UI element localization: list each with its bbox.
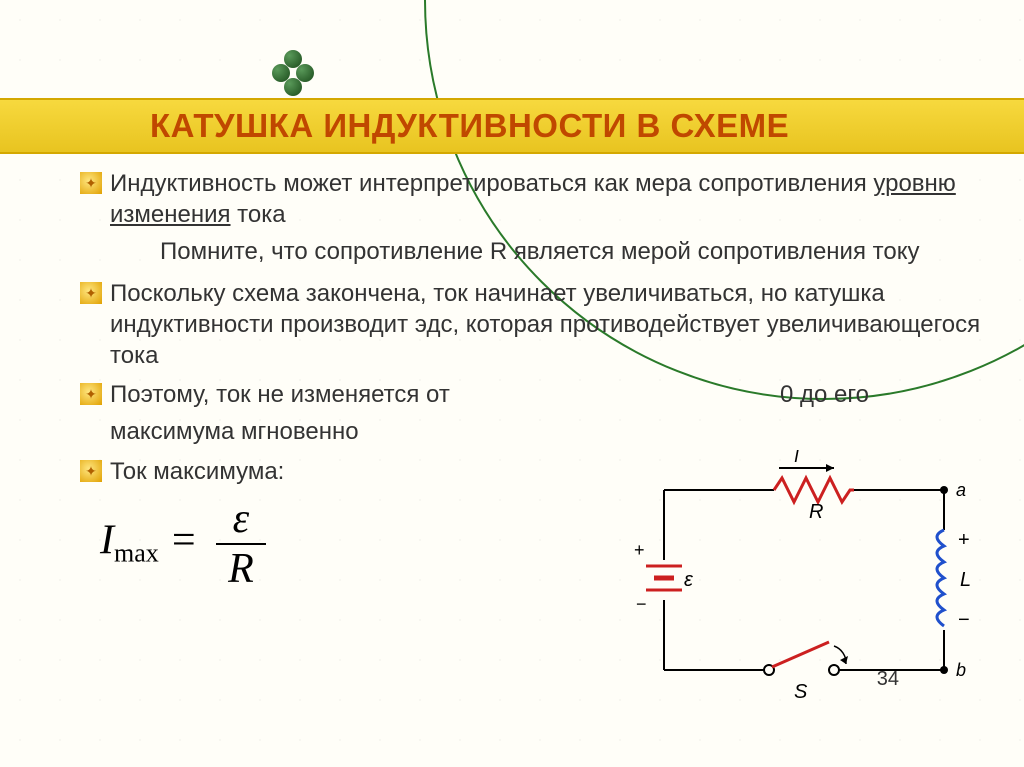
slide-title: КАТУШКА ИНДУКТИВНОСТИ В СХЕМЕ: [150, 107, 789, 145]
formula-sub: max: [114, 539, 159, 568]
formula-lhs: I: [100, 518, 114, 564]
para-3b-rest: максимума мгновенно: [70, 416, 984, 447]
content-area: Индуктивность может интерпретироваться к…: [70, 168, 984, 493]
para-3b-inline: 0 до его: [780, 379, 869, 416]
p1-post: тока: [231, 201, 286, 228]
label-minus-bat: −: [636, 594, 647, 614]
p3b-partial: 0 до его: [780, 381, 869, 408]
p4-text: Ток максимума:: [110, 458, 284, 485]
para-1-sub: Помните, что сопротивление R является ме…: [70, 236, 984, 267]
bullet-icon: [80, 383, 102, 405]
title-bar: КАТУШКА ИНДУКТИВНОСТИ В СХЕМЕ: [0, 98, 1024, 154]
p3a-text: Поэтому, ток не изменяется от: [110, 381, 450, 408]
slide-number: 34: [877, 668, 899, 691]
para-3a: Поэтому, ток не изменяется от: [70, 379, 600, 410]
label-plus-bat: +: [634, 540, 645, 560]
formula-den: R: [216, 545, 266, 593]
p2-text: Поскольку схема закончена, ток начинает …: [110, 280, 980, 369]
para-2: Поскольку схема закончена, ток начинает …: [70, 278, 984, 372]
circuit-diagram: I R a + L − b + − ε S: [624, 450, 984, 710]
formula-num: ε: [216, 495, 266, 545]
p1-pre: Индуктивность может интерпретироваться к…: [110, 170, 873, 197]
label-I: I: [794, 450, 799, 466]
bead-decoration: [270, 48, 320, 98]
label-plus-L: +: [958, 529, 970, 551]
formula: Imax = εR: [100, 495, 266, 593]
formula-eq: =: [159, 518, 208, 564]
bullet-icon: [80, 172, 102, 194]
bullet-icon: [80, 460, 102, 482]
label-eps: ε: [684, 569, 694, 591]
label-L: L: [960, 569, 971, 591]
label-S: S: [794, 681, 808, 703]
label-R: R: [809, 501, 823, 523]
label-a: a: [956, 480, 966, 500]
label-minus-L: −: [958, 609, 970, 631]
bullet-icon: [80, 282, 102, 304]
para-1: Индуктивность может интерпретироваться к…: [70, 168, 984, 230]
label-b: b: [956, 660, 966, 680]
